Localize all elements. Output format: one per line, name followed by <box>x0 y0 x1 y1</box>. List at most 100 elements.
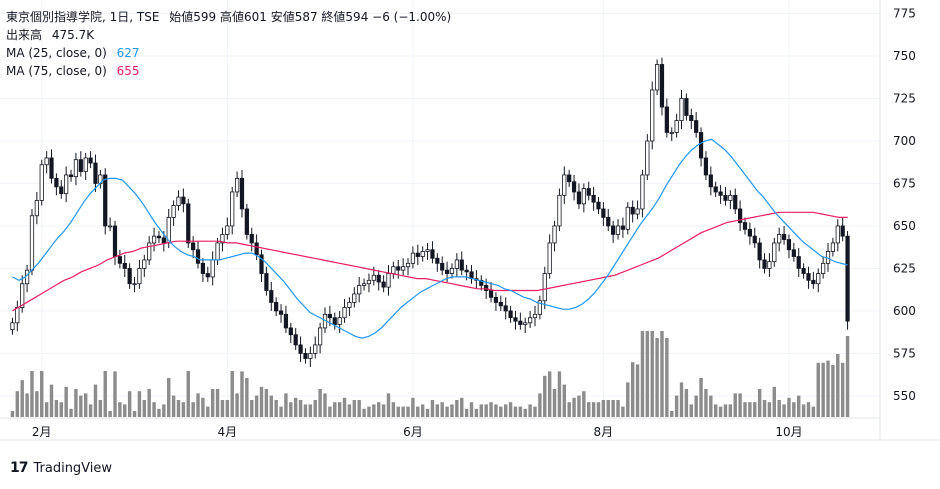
candle-down <box>664 106 669 133</box>
volume-bar <box>816 362 820 417</box>
volume-bar <box>303 404 308 417</box>
candle-down <box>103 174 108 227</box>
candle-down <box>479 279 484 286</box>
candle-down <box>703 157 709 176</box>
volume-bar <box>342 397 347 417</box>
candle-up <box>816 273 821 285</box>
candle-down <box>264 273 269 291</box>
candle-up <box>615 225 621 235</box>
candle-up <box>777 234 782 244</box>
volume-bar <box>337 402 342 417</box>
volume-bar <box>655 338 659 417</box>
volume-bar <box>562 384 567 417</box>
candle-up <box>234 177 240 193</box>
legend-ma25-row[interactable]: MA (25, close, 0) 627 <box>6 44 451 62</box>
ma25-value: 627 <box>116 46 140 60</box>
candle-down <box>430 249 435 259</box>
volume-bar <box>420 404 425 417</box>
volume-bar <box>274 400 278 417</box>
volume-bar <box>738 393 742 417</box>
volume-bar <box>440 402 444 417</box>
legend-volume-row: 出来高 475.7K <box>6 26 451 44</box>
volume-bar <box>469 402 474 417</box>
volume-bar <box>831 365 835 417</box>
candle-down <box>508 310 513 319</box>
candle-down <box>493 296 499 303</box>
volume-bar <box>772 386 777 417</box>
volume-bar <box>547 371 552 417</box>
ma75-line <box>12 211 848 312</box>
candle-up <box>347 302 352 308</box>
volume-bar <box>797 395 801 417</box>
volume-bar <box>347 404 352 417</box>
candle-up <box>357 285 362 295</box>
volume-bar <box>538 393 542 417</box>
volume-bar <box>35 391 39 417</box>
volume-bar <box>357 400 361 417</box>
candle-up <box>10 322 15 331</box>
candle-up <box>528 317 533 324</box>
candle-up <box>366 279 372 285</box>
volume-bar <box>79 395 83 417</box>
candle-down <box>440 262 445 271</box>
y-tick-label: 700 <box>893 134 916 148</box>
legend-symbol-row: 東京個別指導学院, 1日, TSE 始値599 高値601 安値587 終値59… <box>6 8 451 26</box>
x-tick-label: 2月 <box>32 425 52 439</box>
candle-down <box>513 317 518 322</box>
candle-down <box>752 235 757 244</box>
volume-bar <box>289 402 293 417</box>
candle-up <box>371 274 376 281</box>
volume-bar <box>523 408 527 417</box>
candle-down <box>659 64 665 108</box>
volume-bar <box>640 331 645 417</box>
candle-up <box>552 225 557 244</box>
volume-bar <box>572 397 576 417</box>
legend-ma75-row[interactable]: MA (75, close, 0) 655 <box>6 62 451 80</box>
candle-down <box>88 157 93 164</box>
volume-bar <box>240 371 244 417</box>
candle-up <box>220 234 225 244</box>
candle-up <box>15 307 20 324</box>
volume-bar <box>44 402 49 417</box>
volume-bar <box>391 402 396 417</box>
candle-down <box>195 249 201 264</box>
volume-bar <box>445 406 449 417</box>
tradingview-logo[interactable]: 17 TradingView <box>10 460 112 476</box>
volume-bar <box>206 406 210 417</box>
candle-up <box>669 132 674 134</box>
volume-bar <box>694 395 698 417</box>
volume-bar <box>406 406 410 417</box>
volume-bar <box>630 362 635 417</box>
candle-up <box>532 313 538 319</box>
candle-down <box>747 228 752 237</box>
candle-down <box>713 186 718 193</box>
candle-up <box>361 283 367 286</box>
volume-bar <box>567 402 571 417</box>
candle-up <box>830 242 836 252</box>
volume-bar <box>279 406 283 417</box>
volume-bar <box>811 406 816 417</box>
volume-bar <box>650 331 654 417</box>
candle-up <box>821 262 826 274</box>
candle-down <box>249 234 254 244</box>
volume-bar <box>801 404 806 417</box>
volume-bar <box>225 400 230 417</box>
volume-bar <box>753 402 757 417</box>
volume-bar <box>743 402 747 417</box>
candle-down <box>186 203 191 244</box>
volume-label: 出来高 <box>6 28 43 42</box>
volume-bar <box>74 389 78 417</box>
volume-bar <box>503 404 508 417</box>
candle-up <box>542 273 547 302</box>
candle-up <box>352 293 357 303</box>
y-tick-label: 675 <box>893 176 916 190</box>
ma25-line <box>12 138 848 339</box>
y-tick-label: 650 <box>893 219 916 233</box>
candle-up <box>449 268 455 274</box>
candle-up <box>313 344 318 354</box>
volume-bar <box>245 378 249 417</box>
x-tick-label: 8月 <box>594 425 614 439</box>
volume-bar <box>577 395 581 417</box>
candle-up <box>308 353 313 359</box>
